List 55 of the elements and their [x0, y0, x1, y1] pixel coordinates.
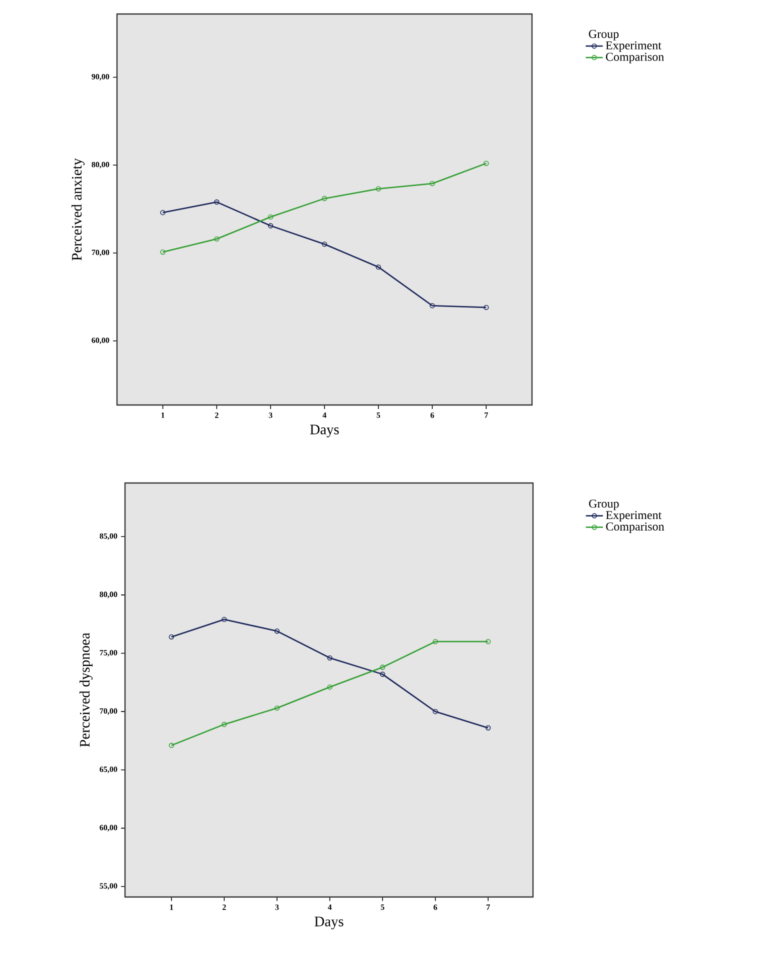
x-tick-label: 6 — [434, 904, 438, 910]
point — [430, 303, 435, 308]
point — [214, 199, 220, 205]
x-tick-label: 3 — [268, 412, 272, 418]
x-tick-label: 2 — [215, 412, 218, 418]
point — [380, 664, 386, 670]
point — [222, 722, 227, 727]
point — [432, 708, 438, 714]
point — [376, 186, 381, 192]
point — [274, 628, 280, 634]
y-tick-label: 80,00 — [92, 162, 110, 168]
point — [322, 242, 328, 247]
legend-label: Comparison — [606, 52, 664, 64]
y-tick-label: 55,00 — [100, 883, 118, 890]
legend-label: Comparison — [606, 522, 664, 534]
x-axis-title: Days — [310, 424, 339, 438]
y-tick-label: 85,00 — [100, 533, 118, 540]
point — [222, 616, 227, 622]
point — [432, 638, 438, 644]
point — [268, 223, 274, 228]
point — [214, 236, 220, 242]
y-tick-label: 80,00 — [100, 592, 118, 598]
x-tick-label: 4 — [328, 904, 332, 910]
x-tick-label: 7 — [486, 904, 490, 910]
y-tick-label: 60,00 — [92, 338, 110, 344]
x-tick-label: 5 — [376, 412, 380, 418]
point — [430, 180, 435, 186]
legend-label: Experiment — [606, 511, 662, 522]
y-tick-label: 65,00 — [100, 766, 118, 774]
x-tick-label: 5 — [380, 904, 384, 910]
legend-title: Group — [588, 30, 619, 40]
y-tick-label: 75,00 — [100, 650, 118, 657]
point — [376, 264, 381, 270]
x-tick-label: 7 — [484, 412, 488, 418]
point — [327, 684, 332, 690]
y-tick-label: 70,00 — [92, 250, 110, 256]
x-axis-title: Days — [314, 916, 344, 930]
y-tick-label: 90,00 — [92, 74, 110, 81]
point — [268, 214, 274, 220]
x-tick-label: 1 — [170, 904, 174, 910]
point — [274, 705, 280, 711]
x-tick-label: 3 — [275, 904, 279, 910]
x-tick-label: 4 — [322, 412, 326, 418]
y-tick-label: 70,00 — [100, 708, 118, 715]
y-axis-title: Perceived dyspnoea — [80, 632, 93, 747]
y-axis-title: Perceived anxiety — [72, 158, 85, 260]
y-tick-label: 60,00 — [100, 824, 118, 832]
point — [322, 196, 328, 202]
point — [380, 672, 386, 677]
x-tick-label: 2 — [222, 904, 226, 910]
x-tick-label: 6 — [430, 412, 434, 418]
legend-label: Experiment — [606, 41, 662, 52]
x-tick-label: 1 — [161, 412, 164, 418]
legend-title: Group — [589, 500, 619, 510]
point — [327, 655, 332, 661]
